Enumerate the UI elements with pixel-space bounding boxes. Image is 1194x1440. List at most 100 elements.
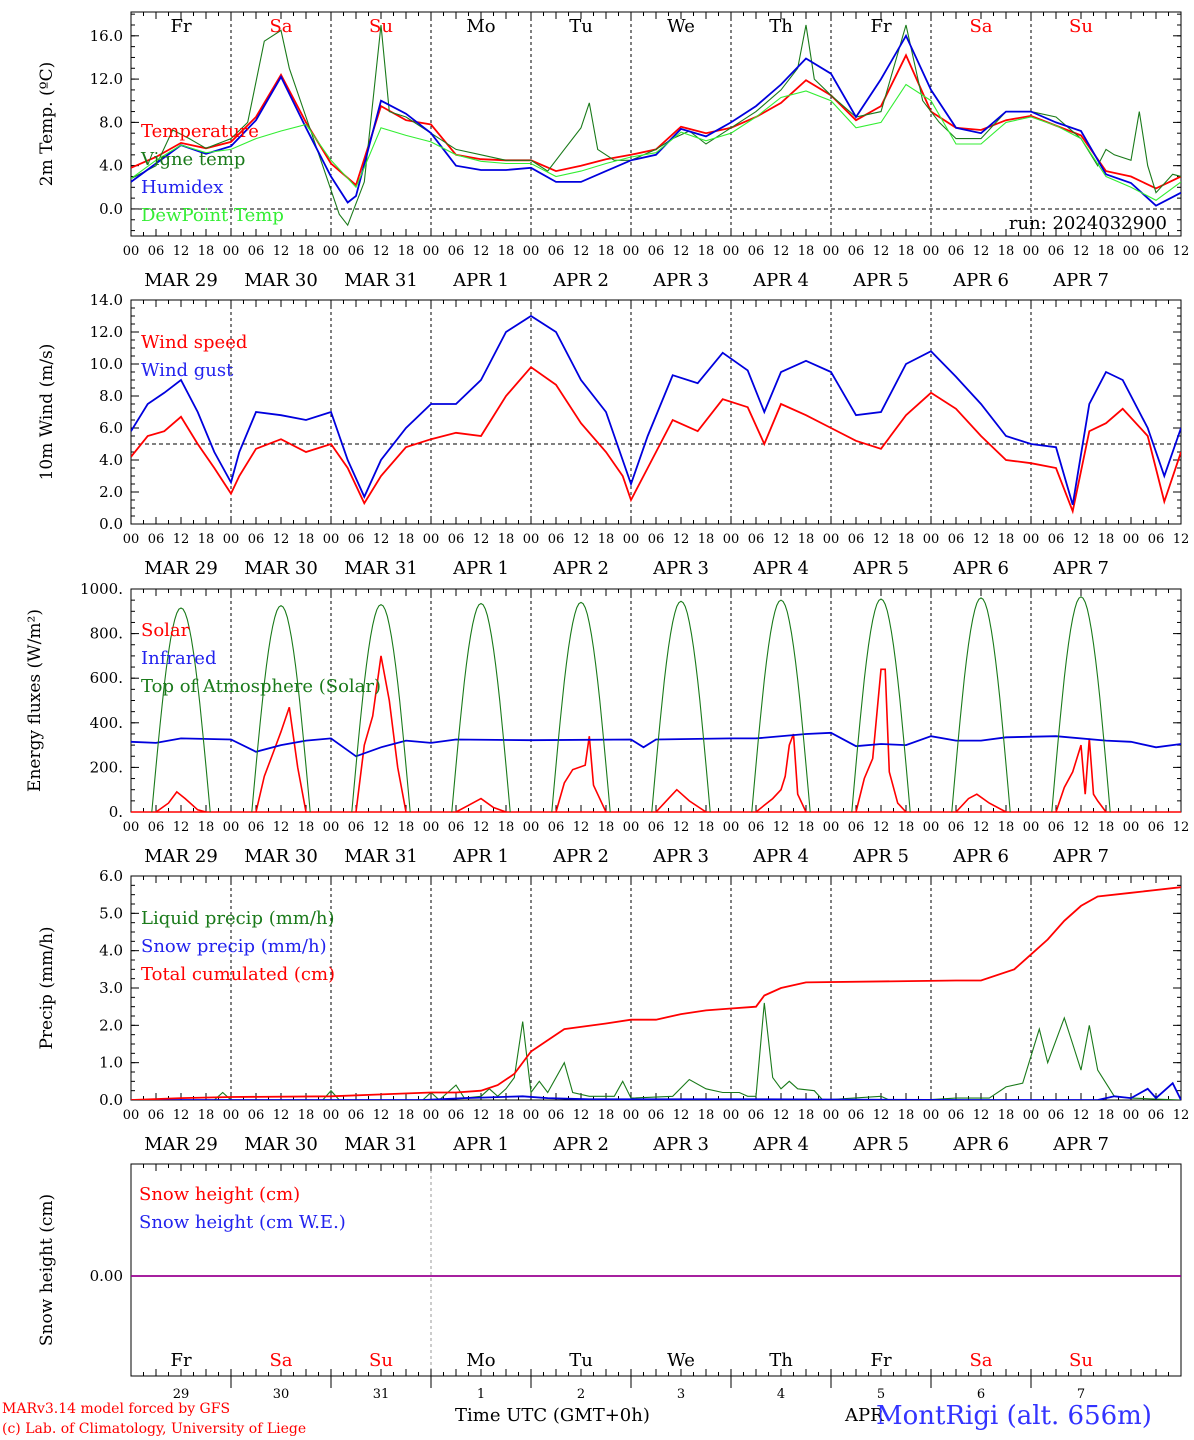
series-line	[755, 733, 807, 812]
legend-entry: Snow precip (mm/h)	[141, 936, 327, 957]
date-label: APR 5	[852, 846, 909, 867]
hour-label: 12	[373, 820, 390, 835]
hour-label: 00	[623, 1108, 640, 1123]
day-label: Fr	[870, 16, 891, 37]
date-label: APR 1	[452, 558, 509, 579]
hour-label: 18	[698, 820, 715, 835]
series-line	[151, 607, 211, 813]
y-tick-label: 1000.	[80, 580, 123, 598]
legend-entry: Temperature	[141, 121, 259, 142]
y-tick-label: 0.0	[99, 200, 123, 218]
day-label: Sa	[269, 16, 292, 37]
y-tick-label: 14.0	[90, 291, 123, 309]
date-label: APR 3	[652, 846, 709, 867]
hour-label: 12	[573, 532, 590, 547]
date-label: APR 1	[452, 270, 509, 291]
hour-label: 00	[123, 1108, 140, 1123]
hour-label: 18	[798, 244, 815, 259]
hour-label: 12	[573, 1108, 590, 1123]
legend-entry: Liquid precip (mm/h)	[141, 908, 335, 929]
hour-label: 12	[573, 820, 590, 835]
series-line	[455, 797, 507, 812]
date-label: APR 3	[652, 558, 709, 579]
series-line	[255, 706, 307, 812]
date-label: MAR 29	[144, 270, 218, 291]
series-line	[131, 886, 1181, 1100]
hour-label: 06	[548, 820, 565, 835]
hour-label: 00	[423, 1108, 440, 1123]
series-line	[551, 601, 611, 813]
panel-frame	[130, 299, 1182, 525]
hour-label: 06	[1048, 532, 1065, 547]
hour-label: 06	[148, 1108, 165, 1123]
hour-label: 00	[423, 244, 440, 259]
hour-label: 00	[423, 820, 440, 835]
hour-label: 12	[673, 532, 690, 547]
y-tick-label: 12.0	[90, 70, 123, 88]
hour-label: 06	[648, 820, 665, 835]
y-tick-label: 6.0	[99, 419, 123, 437]
hour-label: 12	[1173, 820, 1190, 835]
y-tick-label: 2.0	[99, 1016, 123, 1034]
hour-label: 12	[673, 1108, 690, 1123]
hour-label: 18	[398, 532, 415, 547]
date-label: APR 7	[1052, 1134, 1109, 1155]
panel-4	[130, 875, 1182, 1101]
hour-label: 00	[723, 532, 740, 547]
hour-label: 00	[523, 532, 540, 547]
hour-label: 18	[298, 820, 315, 835]
hour-label: 12	[273, 244, 290, 259]
hour-label: 12	[1073, 244, 1090, 259]
hour-label: 12	[873, 532, 890, 547]
hour-label: 18	[698, 532, 715, 547]
hour-label: 00	[1123, 1108, 1140, 1123]
bottom-day-label: Sa	[269, 1350, 292, 1371]
hour-label: 00	[823, 244, 840, 259]
hour-label: 06	[1048, 820, 1065, 835]
date-label: APR 5	[852, 270, 909, 291]
panel-2	[130, 299, 1182, 525]
y-tick-label: 8.0	[99, 387, 123, 405]
legend-entry: Solar	[141, 620, 190, 641]
hour-label: 12	[773, 244, 790, 259]
hour-label: 18	[198, 532, 215, 547]
hour-label: 06	[548, 1108, 565, 1123]
hour-label: 18	[198, 244, 215, 259]
date-label: APR 5	[852, 558, 909, 579]
hour-label: 18	[198, 1108, 215, 1123]
bottom-day-number: 29	[173, 1387, 190, 1402]
bottom-day-label: Su	[1069, 1350, 1093, 1371]
hour-label: 06	[248, 532, 265, 547]
bottom-day-number: 2	[577, 1387, 585, 1402]
hour-label: 00	[1023, 532, 1040, 547]
bottom-day-label: Sa	[969, 1350, 992, 1371]
hour-label: 06	[448, 820, 465, 835]
date-label: APR 5	[852, 1134, 909, 1155]
series-line	[555, 736, 607, 812]
y-tick-label: 2.0	[99, 483, 123, 501]
hour-label: 00	[523, 1108, 540, 1123]
date-label: MAR 31	[344, 558, 418, 579]
hour-label: 12	[473, 244, 490, 259]
hour-label: 06	[248, 244, 265, 259]
series-line	[955, 793, 1007, 812]
series-line	[131, 24, 1181, 227]
y-tick-label: 8.0	[99, 113, 123, 131]
day-label: Th	[769, 16, 793, 37]
hour-label: 12	[573, 244, 590, 259]
hour-label: 06	[148, 820, 165, 835]
y-axis-label: Precip (mm/h)	[37, 926, 57, 1049]
hour-label: 18	[898, 1108, 915, 1123]
hour-label: 12	[473, 1108, 490, 1123]
hour-label: 00	[123, 820, 140, 835]
bottom-day-label: Mo	[466, 1350, 495, 1371]
panel-5	[130, 1163, 1182, 1377]
hour-label: 06	[1148, 820, 1165, 835]
hour-label: 12	[373, 244, 390, 259]
bottom-day-label: Th	[769, 1350, 793, 1371]
series-line	[131, 731, 1181, 758]
y-tick-label: 0.00	[90, 1267, 123, 1285]
hour-label: 12	[1073, 1108, 1090, 1123]
day-label: Sa	[969, 16, 992, 37]
hour-label: 00	[323, 820, 340, 835]
